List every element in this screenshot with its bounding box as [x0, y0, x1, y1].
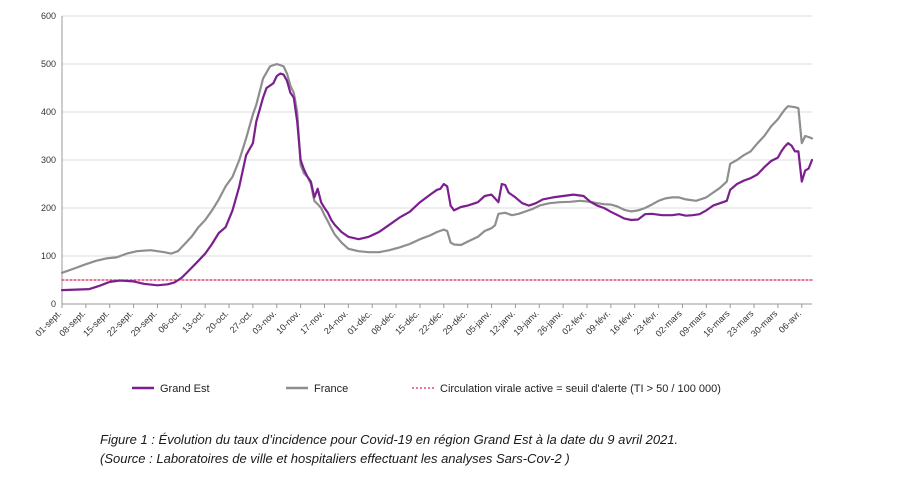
y-tick-label: 0 — [51, 299, 56, 309]
x-axis: 01-sept.08-sept.15-sept.22-sept.29-sept.… — [33, 303, 812, 339]
x-tick-label: 15-déc. — [393, 308, 421, 336]
y-tick-label: 400 — [41, 107, 56, 117]
x-tick-label: 06-oct. — [156, 308, 183, 335]
y-tick-label: 100 — [41, 251, 56, 261]
figure-caption: Figure 1 : Évolution du taux d’incidence… — [100, 432, 679, 447]
x-tick-label: 10-nov. — [274, 308, 302, 336]
x-tick-label: 08-déc. — [369, 308, 397, 336]
series-lines — [60, 62, 814, 292]
x-tick-label: 26-janv. — [535, 308, 564, 337]
x-tick-label: 09-févr. — [584, 308, 612, 336]
x-tick-label: 16-févr. — [608, 308, 636, 336]
x-tick-label: 05-janv. — [464, 308, 493, 337]
series-line-0 — [60, 72, 814, 292]
figure-source: (Source : Laboratoires de ville et hospi… — [100, 451, 570, 466]
legend-label: Circulation virale active = seuil d'aler… — [440, 383, 721, 395]
x-tick-label: 27-oct. — [228, 308, 255, 335]
y-tick-label: 200 — [41, 203, 56, 213]
y-tick-label: 300 — [41, 155, 56, 165]
x-tick-label: 06-avr. — [777, 308, 804, 335]
x-tick-label: 01-déc. — [345, 308, 373, 336]
series-line-1 — [60, 62, 814, 274]
x-tick-label: 20-oct. — [204, 308, 231, 335]
y-tick-label: 600 — [41, 11, 56, 21]
y-axis: 0 100 200 300 400 500 600 — [41, 11, 63, 309]
legend: Grand Est France Circulation virale active… — [132, 383, 721, 395]
gridlines — [62, 15, 812, 305]
x-tick-label: 17-nov. — [298, 308, 326, 336]
x-tick-label: 19-janv. — [511, 308, 540, 337]
legend-label: France — [314, 383, 348, 395]
x-tick-label: 03-nov. — [250, 308, 278, 336]
x-tick-label: 02-févr. — [560, 308, 588, 336]
x-tick-label: 29-sept. — [129, 308, 159, 338]
x-tick-label: 12-janv. — [488, 308, 517, 337]
x-tick-label: 13-oct. — [180, 308, 207, 335]
x-tick-label: 24-nov. — [322, 308, 350, 336]
x-tick-label: 22-déc. — [417, 308, 445, 336]
legend-label: Grand Est — [160, 383, 210, 395]
y-tick-label: 500 — [41, 59, 56, 69]
x-tick-label: 30-mars — [749, 308, 780, 339]
